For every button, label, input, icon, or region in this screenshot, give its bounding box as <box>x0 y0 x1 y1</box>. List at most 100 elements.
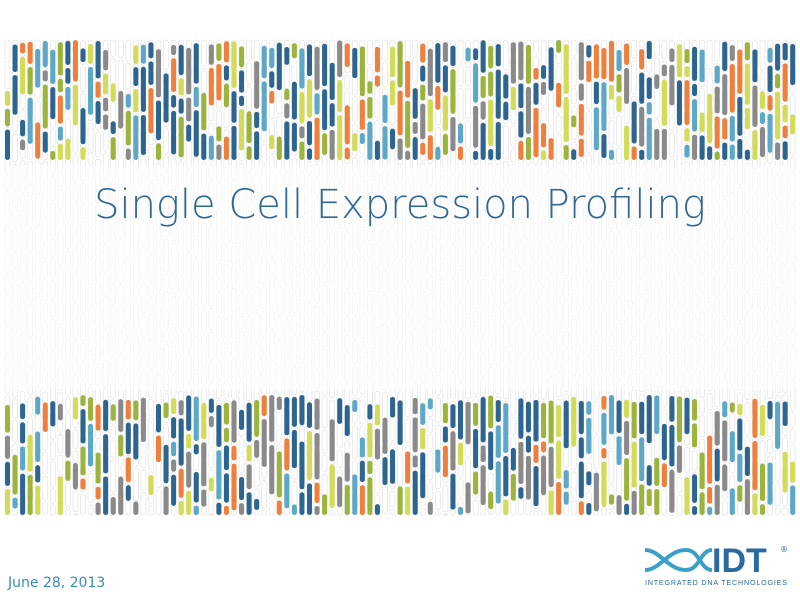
dna-bar <box>767 95 773 111</box>
dna-bar <box>269 71 275 88</box>
dna-bar <box>782 451 788 493</box>
dna-bar <box>744 479 750 515</box>
dna-bar <box>707 435 713 484</box>
dna-bar <box>420 142 426 155</box>
dna-bar <box>216 126 222 142</box>
dna-bar <box>699 452 705 490</box>
dna-bar <box>707 486 713 504</box>
dna-bar <box>609 494 614 505</box>
dna-bar <box>397 138 403 160</box>
dna-bar <box>276 396 282 411</box>
dna-bar <box>246 492 252 515</box>
dna-bar <box>510 447 516 471</box>
dna-bar <box>208 416 214 428</box>
outline-capsule <box>351 425 358 460</box>
dna-bar <box>480 40 486 73</box>
outline-capsule <box>133 468 139 502</box>
outline-capsule <box>533 510 539 516</box>
dna-bar <box>533 67 539 80</box>
dna-bar <box>50 150 56 160</box>
dna-bar <box>374 428 380 460</box>
dna-bar <box>684 48 690 64</box>
outline-capsule <box>4 39 11 64</box>
outline-capsule <box>155 457 162 489</box>
dna-bar <box>42 41 48 68</box>
dna-bar <box>12 454 18 495</box>
outline-capsule <box>487 472 494 493</box>
outline-capsule <box>404 418 411 444</box>
dna-bar <box>669 48 675 63</box>
outline-capsule <box>268 501 275 516</box>
dna-bar <box>654 395 660 435</box>
dna-bar <box>586 502 592 515</box>
dna-bar <box>178 468 184 498</box>
dna-bar <box>216 450 222 500</box>
dna-bar <box>314 117 320 160</box>
dna-bar <box>790 43 796 86</box>
dna-bar <box>140 397 146 443</box>
dna-bar <box>480 445 486 463</box>
dna-bar <box>593 81 599 105</box>
dna-bar <box>171 44 177 56</box>
dna-bar <box>110 83 116 103</box>
dna-bar <box>556 481 562 515</box>
dna-bar <box>337 40 343 78</box>
dna-bar <box>556 404 562 438</box>
dna-bar <box>518 398 524 439</box>
outline-capsule <box>653 39 660 57</box>
outline-capsule <box>57 433 64 454</box>
outline-capsule <box>329 509 335 516</box>
dna-bar <box>186 433 192 449</box>
outline-capsule <box>548 91 554 127</box>
dna-bar <box>133 45 139 65</box>
outline-capsule <box>110 459 117 493</box>
dna-bar <box>744 63 750 105</box>
dna-bar <box>609 84 614 100</box>
outline-capsule <box>140 491 147 516</box>
dna-bar <box>208 135 214 160</box>
outline-capsule <box>253 458 260 488</box>
outline-capsule <box>608 511 615 516</box>
dna-bar <box>661 423 667 461</box>
dna-bar <box>488 99 494 146</box>
dna-bar <box>744 107 750 130</box>
dna-bar <box>57 42 63 76</box>
dna-bar <box>722 74 728 116</box>
outline-capsule <box>669 117 675 131</box>
outline-capsule <box>744 401 751 419</box>
outline-capsule <box>27 396 33 416</box>
dna-bar <box>80 395 86 407</box>
dna-bar <box>322 43 328 87</box>
outline-capsule <box>721 500 728 516</box>
outline-capsule <box>200 67 207 94</box>
dna-bar <box>767 462 773 505</box>
dna-bar <box>563 400 569 449</box>
dna-bar <box>782 125 788 139</box>
outline-capsule <box>351 397 358 425</box>
outline-capsule <box>631 39 638 60</box>
dna-bar <box>216 404 222 448</box>
outline-capsule <box>163 128 169 155</box>
dna-bar <box>578 103 584 136</box>
dna-bar <box>737 96 743 136</box>
outline-capsule <box>49 441 56 460</box>
dna-bar <box>125 457 131 483</box>
dna-bar <box>239 503 245 515</box>
outline-capsule <box>382 480 388 514</box>
dna-bar <box>782 63 788 102</box>
dna-bar <box>624 68 630 104</box>
dna-bar <box>5 129 10 160</box>
dna-bar <box>178 98 184 114</box>
outline-capsule <box>699 415 705 438</box>
dna-bar <box>722 420 728 462</box>
dna-bar <box>624 43 630 66</box>
dna-bar <box>223 427 229 443</box>
dna-bar <box>601 82 607 131</box>
dna-bar <box>450 69 456 114</box>
outline-capsule <box>117 39 124 59</box>
dna-bar <box>95 452 101 484</box>
outline-capsule <box>465 120 471 149</box>
dna-bar <box>541 150 547 160</box>
outline-capsule <box>49 488 56 504</box>
